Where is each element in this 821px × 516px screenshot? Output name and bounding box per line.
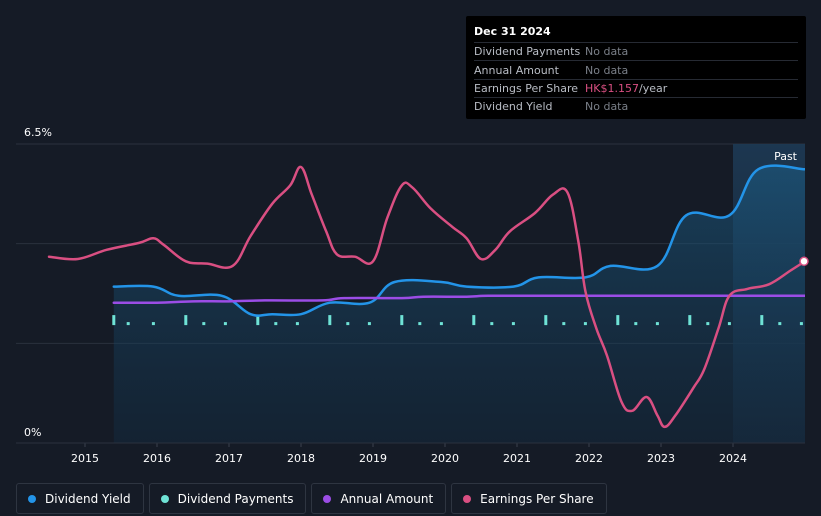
past-label: Past bbox=[774, 150, 798, 163]
dividend-payment-mark bbox=[126, 322, 130, 326]
annual-amount-line bbox=[112, 294, 805, 305]
legend-dot-icon bbox=[160, 494, 169, 503]
legend-dot-icon bbox=[28, 494, 36, 503]
tooltip-panel: Dec 31 2024 Dividend Payments No data An… bbox=[466, 16, 806, 119]
legend-dot-icon bbox=[323, 494, 332, 503]
tooltip-unit: /year bbox=[638, 81, 668, 95]
dividend-payment-bar bbox=[688, 315, 692, 326]
dividend-payment-mark bbox=[223, 322, 227, 326]
dividend-payment-mark bbox=[274, 322, 278, 326]
dividend-payment-mark bbox=[778, 322, 782, 326]
dividend-payment-mark bbox=[439, 322, 443, 326]
tooltip-row-dividend-yield: Dividend Yield No data bbox=[474, 97, 798, 115]
legend-annual-amount[interactable]: Annual Amount bbox=[311, 483, 447, 514]
x-tick-label: 2018 bbox=[287, 452, 315, 465]
y-axis-top-label: 6.5% bbox=[24, 126, 52, 139]
dividend-payment-bar bbox=[256, 315, 260, 326]
chart-legend: Dividend Yield Dividend Payments Annual … bbox=[16, 483, 607, 514]
dividend-payment-bar bbox=[760, 315, 764, 326]
dividend-payment-mark bbox=[490, 322, 494, 326]
dividend-payment-mark bbox=[799, 322, 803, 326]
x-tick-label: 2017 bbox=[215, 452, 243, 465]
tooltip-value: No data bbox=[585, 45, 629, 59]
tooltip-label: Annual Amount bbox=[474, 63, 559, 77]
dividend-payment-bar bbox=[544, 315, 548, 326]
earnings-per-share-line bbox=[47, 165, 805, 429]
tooltip-value-group: HK$1.157/year bbox=[585, 82, 667, 95]
dividend-payment-mark bbox=[511, 322, 515, 326]
tooltip-date: Dec 31 2024 bbox=[474, 25, 551, 38]
x-tick-label: 2021 bbox=[503, 452, 531, 465]
tooltip-row-dividend-payments: Dividend Payments No data bbox=[474, 42, 798, 60]
dividend-payment-mark bbox=[346, 322, 350, 326]
dividend-payment-bar bbox=[328, 315, 332, 326]
dividend-payment-mark bbox=[727, 322, 731, 326]
dividend-payment-mark bbox=[562, 322, 566, 326]
dividend-payment-bar bbox=[472, 315, 476, 326]
legend-dividend-yield[interactable]: Dividend Yield bbox=[16, 483, 144, 514]
dividend-payment-mark bbox=[706, 322, 710, 326]
y-axis-bottom-label: 0% bbox=[24, 426, 41, 439]
dividend-payment-bar bbox=[112, 315, 116, 326]
series-lines bbox=[47, 164, 805, 429]
dividend-yield-area bbox=[113, 165, 805, 443]
dividend-payment-mark bbox=[655, 322, 659, 326]
legend-dot-icon bbox=[463, 494, 472, 503]
dividend-payment-bar bbox=[616, 315, 620, 326]
legend-label: Annual Amount bbox=[340, 491, 434, 506]
dividend-payment-mark bbox=[367, 322, 371, 326]
tooltip-row-earnings-per-share: Earnings Per Share HK$1.157/year bbox=[474, 78, 798, 97]
dividend-payment-mark bbox=[418, 322, 422, 326]
dividend-payment-bar bbox=[400, 315, 404, 326]
tooltip-label: Dividend Payments bbox=[474, 45, 581, 59]
x-tick-label: 2016 bbox=[143, 452, 171, 465]
x-tick-label: 2020 bbox=[431, 452, 459, 465]
legend-label: Dividend Yield bbox=[45, 491, 131, 506]
legend-dividend-payments[interactable]: Dividend Payments bbox=[148, 483, 307, 514]
legend-label: Earnings Per Share bbox=[480, 491, 594, 506]
x-tick-label: 2023 bbox=[647, 452, 675, 465]
tooltip-value: No data bbox=[585, 100, 629, 114]
legend-label: Dividend Payments bbox=[177, 491, 294, 506]
dividend-payment-bar bbox=[184, 315, 188, 326]
tooltip-label: Dividend Yield bbox=[474, 100, 553, 114]
dividend-payment-mark bbox=[295, 322, 299, 326]
tooltip-value: HK$1.157 bbox=[585, 81, 639, 95]
x-tick-label: 2015 bbox=[71, 452, 99, 465]
dividend-payments-marks bbox=[112, 315, 803, 326]
x-axis-ticks: 2015 2016 2017 2018 2019 2020 2021 2022 2023 2024 bbox=[16, 442, 805, 465]
x-tick-label: 2019 bbox=[359, 452, 387, 465]
tooltip-value: No data bbox=[585, 63, 629, 77]
dividend-payment-mark bbox=[634, 322, 638, 326]
tooltip-label: Earnings Per Share bbox=[474, 81, 579, 95]
x-tick-label: 2022 bbox=[575, 452, 603, 465]
x-tick-label: 2024 bbox=[719, 452, 747, 465]
dividend-payment-mark bbox=[202, 322, 206, 326]
legend-earnings-per-share[interactable]: Earnings Per Share bbox=[451, 483, 607, 514]
dividend-payment-mark bbox=[151, 322, 155, 326]
eps-end-marker bbox=[799, 256, 809, 267]
tooltip-row-annual-amount: Annual Amount No data bbox=[474, 60, 798, 78]
dividend-payment-mark bbox=[583, 322, 587, 326]
